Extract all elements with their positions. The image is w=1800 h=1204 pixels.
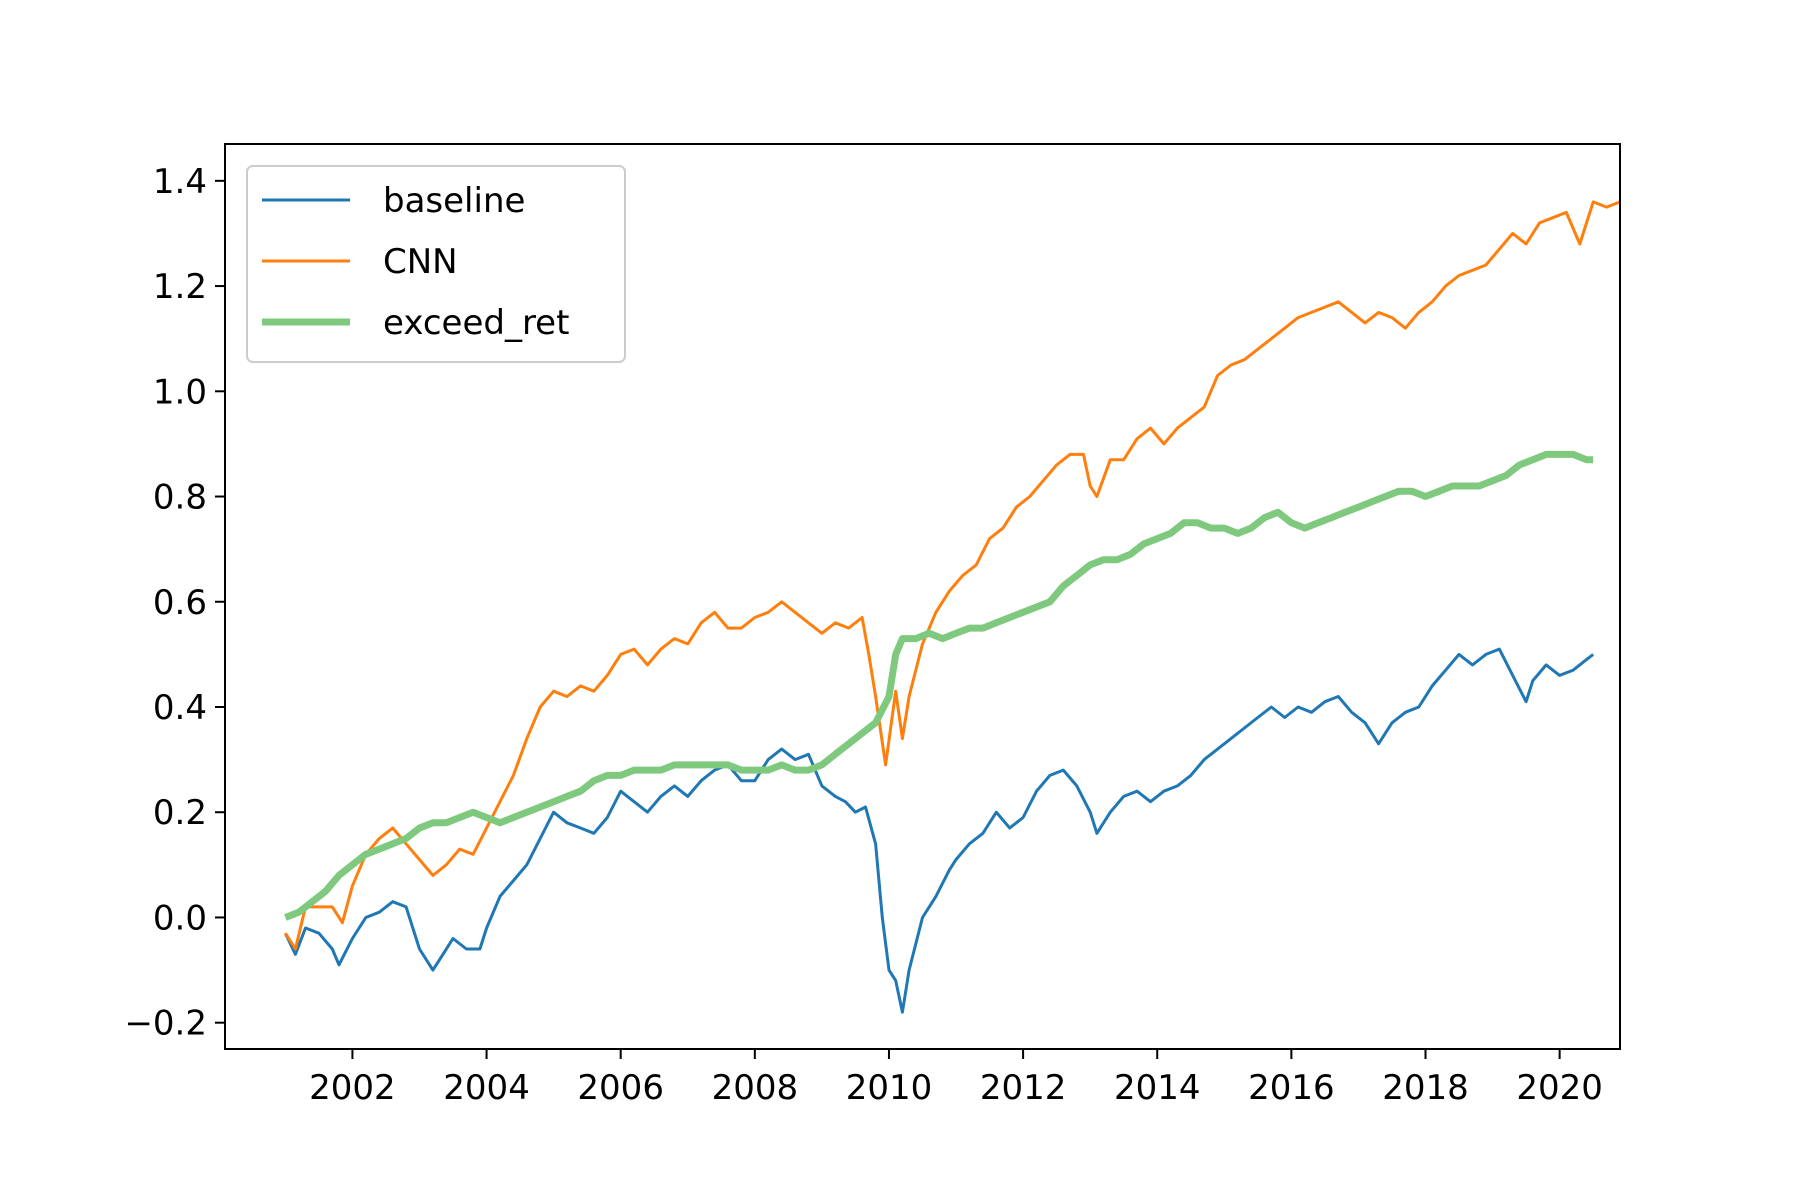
- y-tick-label: 0.8: [153, 478, 207, 518]
- series-line-exceed_ret: [284, 450, 1594, 921]
- y-tick-label: −0.2: [124, 1004, 207, 1044]
- x-tick-label: 2010: [846, 1068, 933, 1108]
- legend-box: [246, 165, 626, 363]
- x-tick-label: 2012: [980, 1068, 1067, 1108]
- y-tick-label: 0.0: [153, 898, 207, 938]
- y-tick-label: 0.6: [153, 583, 207, 623]
- y-tick-label: 0.4: [153, 688, 207, 728]
- x-tick-label: 2020: [1516, 1068, 1603, 1108]
- x-tick-label: 2006: [577, 1068, 664, 1108]
- y-tick-label: 0.2: [153, 793, 207, 833]
- x-tick-label: 2018: [1382, 1068, 1469, 1108]
- series-layer: [284, 200, 1620, 1014]
- y-tick-label: 1.0: [153, 372, 207, 412]
- x-tick-label: 2008: [712, 1068, 799, 1108]
- x-tick-label: 2014: [1114, 1068, 1201, 1108]
- legend-label-exceed_ret: exceed_ret: [383, 303, 569, 343]
- series-line-baseline: [284, 647, 1595, 1014]
- legend: baseline CNN exceed_ret: [246, 165, 626, 363]
- x-tick-label: 2004: [443, 1068, 530, 1108]
- x-axis: 2002 2004 2006 2008 2010 2012 2014 2016 2018 2020: [309, 1049, 1603, 1108]
- x-tick-label: 2002: [309, 1068, 396, 1108]
- plot-frame: [224, 143, 1621, 1050]
- y-tick-label: 1.4: [153, 162, 207, 202]
- x-tick-label: 2016: [1248, 1068, 1335, 1108]
- legend-label-baseline: baseline: [383, 181, 525, 221]
- legend-label-CNN: CNN: [383, 242, 458, 282]
- y-tick-label: 1.2: [153, 267, 207, 307]
- series-line-CNN: [284, 200, 1620, 951]
- series-lines: [284, 200, 1620, 1014]
- y-axis: −0.2 0.0 0.2 0.4 0.6 0.8 1.0 1.2 1.4: [124, 162, 225, 1044]
